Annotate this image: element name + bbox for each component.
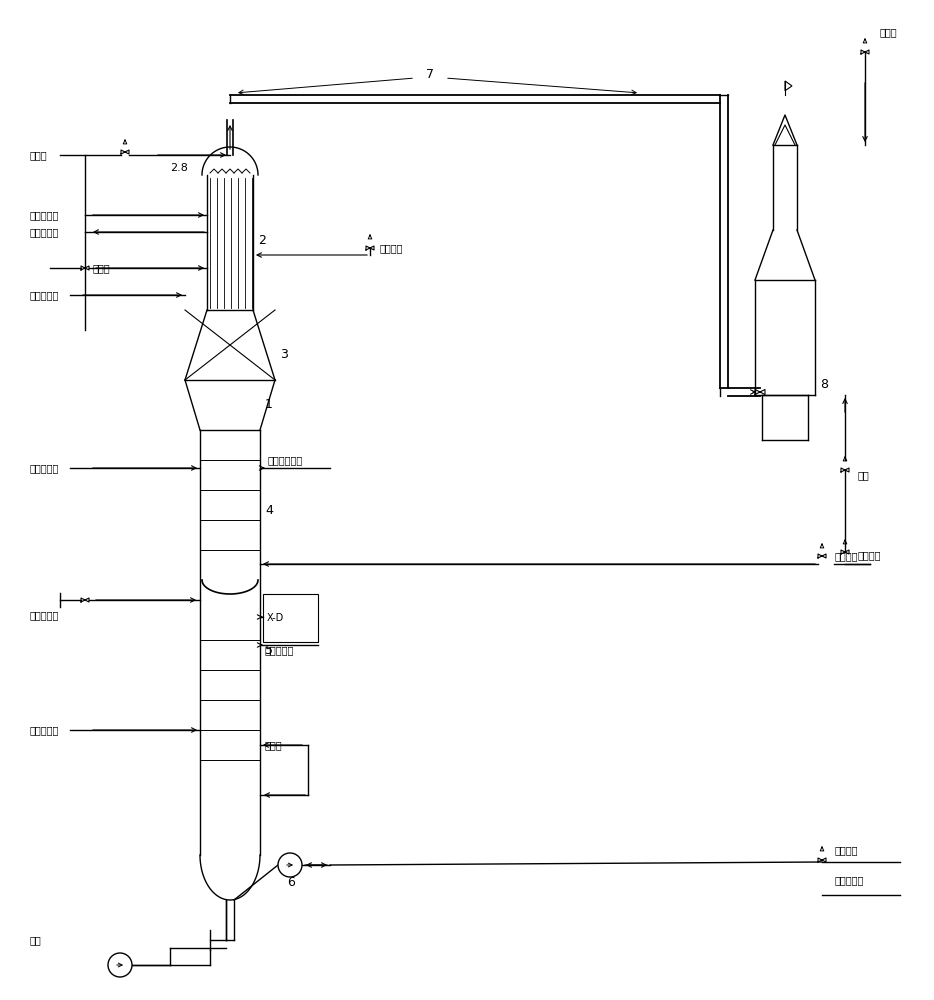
Text: 保温水: 保温水 <box>93 263 110 273</box>
Circle shape <box>278 853 302 877</box>
Text: 保温蒸汽: 保温蒸汽 <box>380 243 403 253</box>
Text: 低压蒸气: 低压蒸气 <box>858 550 882 560</box>
Text: 冷却水回水: 冷却水回水 <box>30 227 60 237</box>
Text: 冷却水供水: 冷却水供水 <box>30 210 60 220</box>
Text: 中温冷凝液: 中温冷凝液 <box>30 463 60 473</box>
Text: X-D: X-D <box>267 613 284 623</box>
Text: 2: 2 <box>258 233 266 246</box>
Text: 低温冷凝液: 低温冷凝液 <box>30 290 60 300</box>
Text: 3: 3 <box>280 349 288 361</box>
Text: 尾液: 尾液 <box>30 935 42 945</box>
Text: 高温冷凝液: 高温冷凝液 <box>30 725 60 735</box>
Polygon shape <box>785 81 792 91</box>
Text: 冲洗水: 冲洗水 <box>30 150 48 160</box>
Text: 蒸汽冷凝液: 蒸汽冷凝液 <box>835 875 864 885</box>
Text: 中温冷凝液: 中温冷凝液 <box>265 645 294 655</box>
Text: 1: 1 <box>265 398 273 412</box>
Text: 保温水回流液: 保温水回流液 <box>268 455 304 465</box>
Text: 稀化剂: 稀化剂 <box>265 740 283 750</box>
Text: 氧气: 氧气 <box>858 470 870 480</box>
Text: 低压蒸汽: 低压蒸汽 <box>835 845 858 855</box>
Text: 7: 7 <box>426 68 434 82</box>
Text: 燃料气: 燃料气 <box>880 27 898 37</box>
Circle shape <box>108 953 132 977</box>
Text: 8: 8 <box>820 378 828 391</box>
Text: 低压蒸气: 低压蒸气 <box>835 551 858 561</box>
Text: 5: 5 <box>265 644 273 656</box>
Text: 高温闪蒸气: 高温闪蒸气 <box>30 610 60 620</box>
Text: 2.8: 2.8 <box>170 163 188 173</box>
Bar <box>263 594 318 642</box>
Text: 6: 6 <box>287 876 295 888</box>
Text: 4: 4 <box>265 504 273 516</box>
